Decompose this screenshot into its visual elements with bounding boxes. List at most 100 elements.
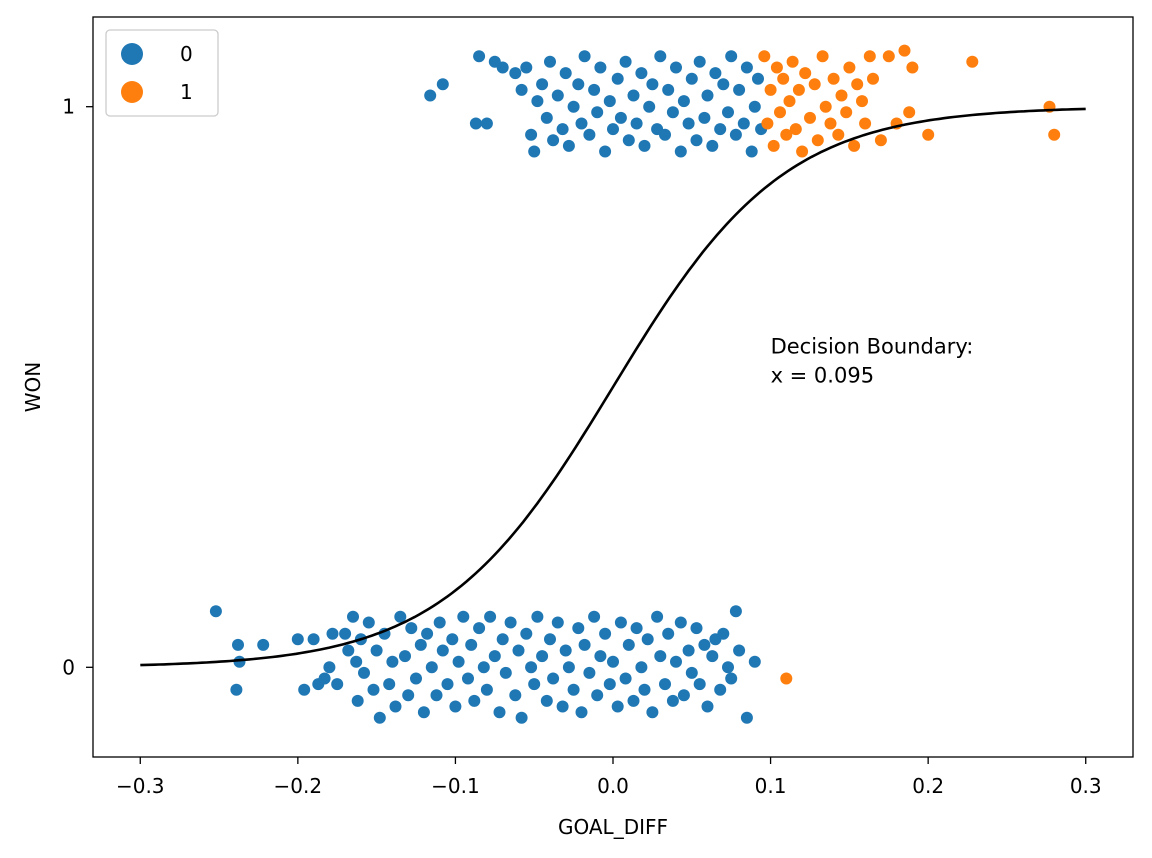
- point-series-0-80: [599, 627, 612, 640]
- point-series-0-171: [698, 111, 711, 124]
- point-series-0-50: [480, 683, 493, 696]
- x-axis: −0.3 −0.2 −0.1 0.0 0.1 0.2 0.3: [116, 757, 1102, 798]
- point-series-0-75: [578, 638, 591, 651]
- point-series-0-112: [725, 672, 738, 685]
- point-series-0-87: [627, 694, 640, 707]
- point-series-0-157: [643, 100, 656, 113]
- point-series-0-71: [562, 661, 575, 674]
- point-series-0-90: [638, 683, 651, 696]
- point-series-0-155: [635, 67, 648, 80]
- annotation-line-1: Decision Boundary:: [771, 334, 974, 358]
- point-series-0-48: [473, 622, 486, 635]
- point-series-0-184: [748, 100, 761, 113]
- point-series-1-2: [761, 117, 774, 130]
- x-tick-label-0: −0.3: [116, 774, 165, 798]
- point-series-0-135: [556, 123, 569, 136]
- point-series-0-21: [367, 683, 380, 696]
- point-series-1-17: [811, 134, 824, 147]
- point-series-0-31: [405, 622, 418, 635]
- point-series-0-84: [614, 616, 627, 629]
- point-series-0-19: [358, 666, 370, 679]
- point-series-0-70: [559, 644, 572, 657]
- point-series-0-106: [701, 700, 714, 713]
- point-series-0-41: [446, 633, 459, 646]
- point-series-0-131: [540, 111, 553, 124]
- point-series-0-72: [567, 683, 580, 696]
- point-series-0-178: [725, 50, 738, 63]
- point-series-0-13: [339, 627, 352, 640]
- point-series-0-174: [709, 67, 722, 80]
- point-series-0-38: [433, 616, 446, 629]
- point-series-0-163: [666, 106, 679, 119]
- point-series-0-9: [318, 672, 331, 685]
- point-series-0-162: [662, 83, 675, 96]
- point-series-0-34: [417, 706, 430, 719]
- point-series-0-167: [682, 117, 695, 130]
- point-series-0-62: [528, 678, 541, 691]
- point-series-0-61: [525, 661, 538, 674]
- point-series-0-58: [512, 644, 525, 657]
- point-series-1-20: [824, 117, 837, 130]
- annotation-line-2: x = 0.095: [771, 363, 875, 387]
- point-series-0-23: [373, 711, 386, 724]
- point-series-0-27: [389, 700, 402, 713]
- x-tick-label-2: −0.1: [431, 774, 480, 798]
- point-series-0-149: [611, 72, 624, 85]
- point-series-0-160: [654, 50, 667, 63]
- point-series-0-105: [698, 638, 711, 651]
- x-tick-label-6: 0.3: [1070, 774, 1102, 798]
- point-series-0-7: [307, 633, 320, 646]
- legend-marker-1: [121, 81, 143, 103]
- point-series-1-32: [874, 134, 887, 147]
- point-series-0-137: [562, 139, 575, 152]
- point-series-0-110: [717, 627, 730, 640]
- point-series-0-103: [690, 622, 703, 635]
- point-series-0-53: [493, 706, 506, 719]
- point-series-0-121: [473, 50, 486, 63]
- point-series-0-111: [722, 661, 734, 674]
- point-series-0-73: [572, 622, 585, 635]
- point-series-0-146: [599, 145, 612, 158]
- point-series-0-175: [714, 123, 727, 136]
- point-series-0-88: [630, 622, 643, 635]
- point-series-1-9: [783, 95, 796, 108]
- point-series-0-25: [383, 678, 396, 691]
- point-series-0-132: [544, 55, 556, 68]
- point-series-1-6: [774, 106, 786, 119]
- point-series-0-96: [662, 627, 675, 640]
- x-tick-label-5: 0.2: [912, 774, 944, 798]
- point-series-0-124: [509, 67, 522, 80]
- point-series-0-66: [544, 633, 556, 646]
- point-series-0-51: [484, 610, 497, 623]
- point-series-0-102: [685, 666, 698, 679]
- point-series-0-164: [670, 61, 682, 74]
- point-series-0-150: [614, 111, 627, 124]
- point-series-1-3: [764, 83, 777, 96]
- point-series-0-129: [531, 95, 544, 108]
- point-series-0-35: [421, 627, 434, 640]
- point-series-0-154: [630, 117, 643, 130]
- point-series-0-22: [370, 644, 383, 657]
- point-series-0-12: [331, 678, 344, 691]
- point-series-1-5: [770, 61, 783, 74]
- point-series-0-45: [462, 672, 474, 685]
- point-series-0-82: [607, 655, 619, 668]
- point-series-0-158: [646, 78, 659, 91]
- point-series-0-68: [551, 616, 564, 629]
- point-series-0-1: [232, 638, 244, 651]
- y-axis: 01: [62, 95, 93, 679]
- point-series-1-33: [882, 50, 895, 63]
- y-tick-label-0: 0: [62, 655, 75, 679]
- point-series-0-141: [578, 50, 591, 63]
- point-series-0-153: [627, 89, 640, 102]
- x-tick-label-1: −0.2: [274, 774, 323, 798]
- point-series-0-42: [449, 700, 462, 713]
- point-series-0-76: [583, 666, 596, 679]
- point-series-0-117: [424, 89, 437, 102]
- legend-box: [105, 29, 219, 117]
- point-series-0-64: [536, 650, 549, 663]
- point-series-0-54: [496, 633, 509, 646]
- point-series-0-11: [326, 627, 339, 640]
